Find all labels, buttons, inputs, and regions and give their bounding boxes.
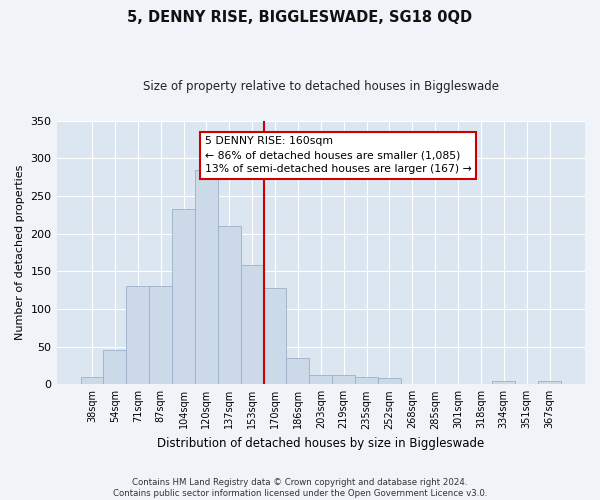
Bar <box>241 265 263 384</box>
Bar <box>103 350 127 384</box>
Text: 5, DENNY RISE, BIGGLESWADE, SG18 0QD: 5, DENNY RISE, BIGGLESWADE, SG18 0QD <box>127 10 473 25</box>
Bar <box>493 382 515 384</box>
X-axis label: Distribution of detached houses by size in Biggleswade: Distribution of detached houses by size … <box>157 437 484 450</box>
Bar <box>195 170 218 384</box>
Bar <box>263 288 286 384</box>
Title: Size of property relative to detached houses in Biggleswade: Size of property relative to detached ho… <box>143 80 499 93</box>
Bar <box>378 378 401 384</box>
Bar <box>172 210 195 384</box>
Bar <box>127 286 149 384</box>
Bar <box>80 377 103 384</box>
Bar <box>355 377 378 384</box>
Text: 5 DENNY RISE: 160sqm
← 86% of detached houses are smaller (1,085)
13% of semi-de: 5 DENNY RISE: 160sqm ← 86% of detached h… <box>205 136 471 174</box>
Bar <box>538 382 561 384</box>
Bar <box>286 358 310 384</box>
Bar <box>310 376 332 384</box>
Bar <box>149 286 172 384</box>
Text: Contains HM Land Registry data © Crown copyright and database right 2024.
Contai: Contains HM Land Registry data © Crown c… <box>113 478 487 498</box>
Bar <box>218 226 241 384</box>
Bar <box>332 376 355 384</box>
Y-axis label: Number of detached properties: Number of detached properties <box>15 164 25 340</box>
